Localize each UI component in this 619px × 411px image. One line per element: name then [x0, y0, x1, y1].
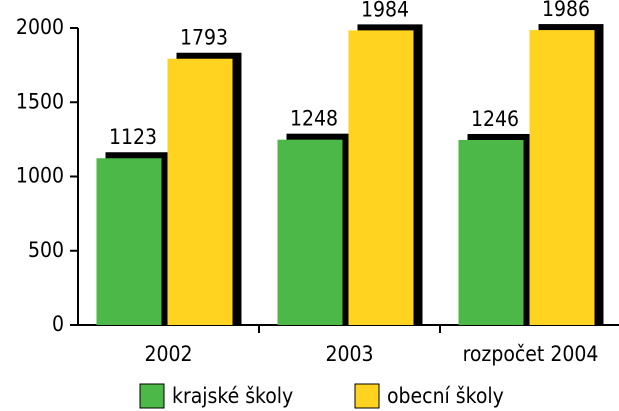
bar [348, 30, 414, 325]
value-label: 1793 [180, 26, 228, 50]
bar [277, 139, 343, 325]
y-tick-label: 1500 [16, 89, 64, 113]
value-label: 1248 [290, 107, 338, 131]
legend-swatch [354, 383, 380, 409]
bar [529, 30, 595, 325]
value-label: 1123 [109, 125, 157, 149]
bar [96, 158, 162, 325]
bar [458, 139, 524, 325]
y-tick-label: 0 [52, 312, 64, 336]
legend-swatch [139, 383, 165, 409]
x-tick-label: 2002 [144, 342, 192, 366]
bar [167, 58, 233, 325]
y-tick-label: 500 [28, 238, 64, 262]
legend-label: obecní školy [387, 384, 504, 408]
legend-label: krajské školy [172, 384, 293, 408]
x-tick-label: 2003 [325, 342, 373, 366]
y-tick-label: 2000 [16, 15, 64, 39]
value-label: 1984 [361, 0, 409, 21]
y-tick-label: 1000 [16, 164, 64, 188]
x-tick-label: rozpočet 2004 [463, 342, 599, 366]
value-label: 1246 [471, 107, 519, 131]
value-label: 1986 [542, 0, 590, 21]
